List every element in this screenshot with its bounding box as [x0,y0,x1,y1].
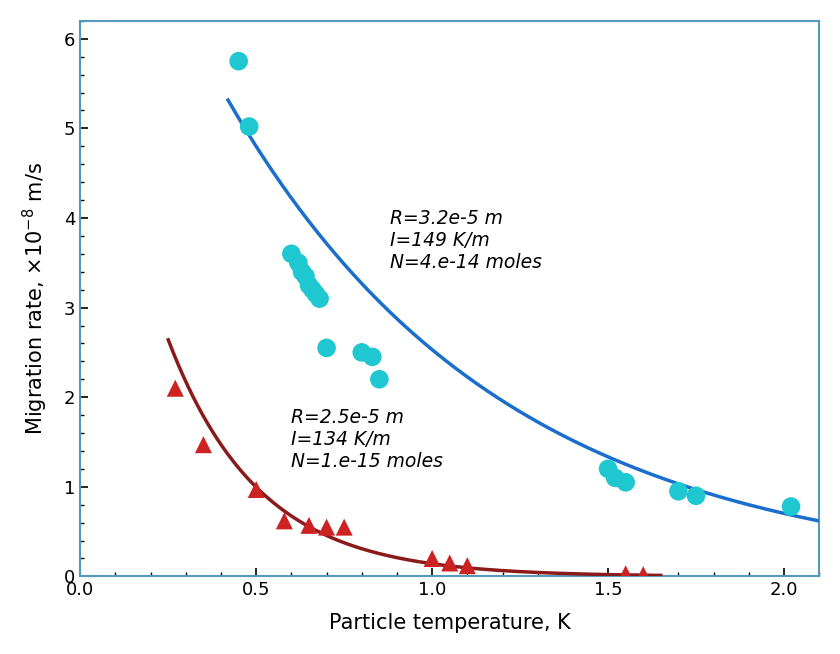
X-axis label: Particle temperature, K: Particle temperature, K [328,613,570,633]
Text: R=2.5e-5 m
I=134 K/m
N=1.e-15 moles: R=2.5e-5 m I=134 K/m N=1.e-15 moles [291,408,444,471]
Point [619,477,633,488]
Point [672,486,685,496]
Point [365,352,379,362]
Point [373,374,386,385]
Text: R=3.2e-5 m
I=149 K/m
N=4.e-14 moles: R=3.2e-5 m I=149 K/m N=4.e-14 moles [390,209,542,272]
Point [355,347,369,358]
Point [619,568,633,579]
Point [197,439,210,450]
Point [601,464,615,474]
Point [285,249,298,259]
Point [443,558,456,568]
Point [312,294,326,304]
Point [320,522,333,532]
Point [309,289,323,300]
Point [785,501,798,511]
Point [306,284,319,295]
Point [169,383,182,394]
Point [232,56,245,67]
Point [291,258,305,268]
Point [637,570,650,580]
Point [302,280,316,290]
Point [338,522,351,532]
Y-axis label: Migration rate, $\times$10$^{-8}$ m/s: Migration rate, $\times$10$^{-8}$ m/s [21,162,50,435]
Point [299,271,312,281]
Point [460,560,474,571]
Point [302,520,316,530]
Point [608,473,622,483]
Point [249,484,263,494]
Point [243,122,256,132]
Point [295,267,308,277]
Point [690,490,703,501]
Point [425,553,438,564]
Point [320,343,333,353]
Point [278,515,291,526]
